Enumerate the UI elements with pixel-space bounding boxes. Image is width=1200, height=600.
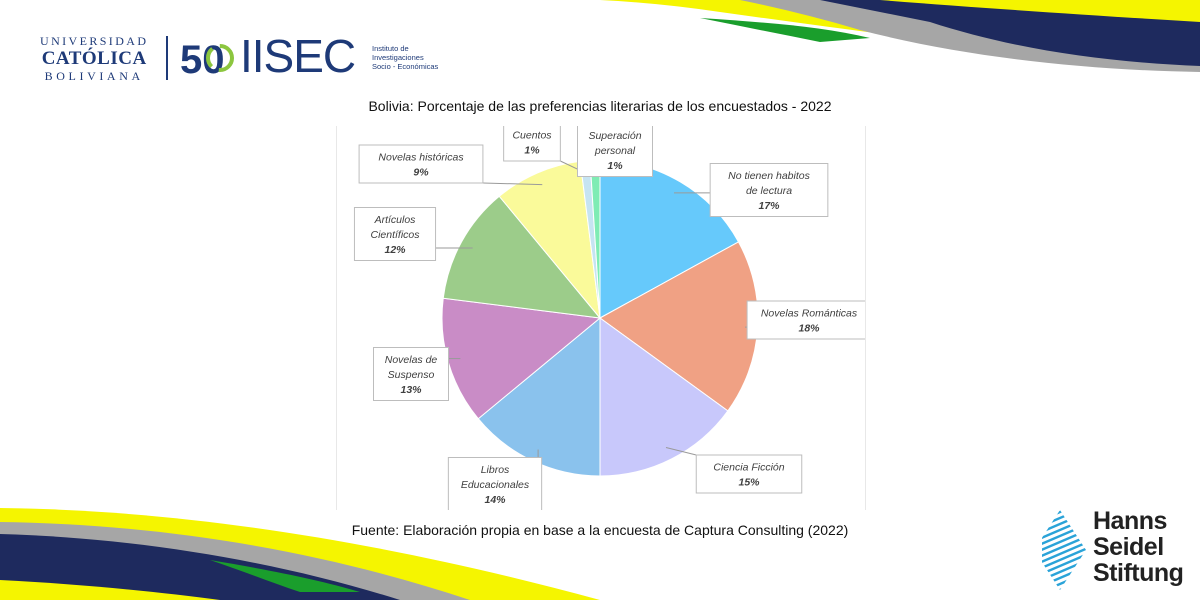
data-label: Superación personal 1%	[577, 126, 653, 177]
hss-logo-line3: Stiftung	[1093, 559, 1184, 587]
anniversary-ring-icon	[206, 44, 234, 72]
data-label-category: Ciencia Ficción	[713, 462, 784, 474]
logo-divider	[166, 36, 168, 80]
data-label-box	[709, 163, 829, 217]
institute-description-line3: Socio - Económicas	[372, 62, 439, 71]
data-label-value: 14%	[484, 494, 506, 506]
institute-description-line1: Instituto de	[372, 44, 409, 53]
chart-title: Bolivia: Porcentaje de las preferencias …	[368, 98, 832, 114]
anniversary-number: 50	[180, 38, 225, 80]
data-label-category: Superación	[588, 130, 641, 142]
data-label: Artículos Científicos 12%	[353, 207, 437, 261]
pie-slice	[599, 317, 729, 477]
leader-line	[482, 182, 543, 186]
data-label-box	[577, 126, 653, 177]
institute-description-line2: Investigaciones	[372, 53, 424, 62]
data-label-box	[353, 207, 437, 261]
data-label-box	[358, 144, 484, 184]
pie-chart: No tienen habitos de lectura 17% Novelas Ro…	[353, 126, 865, 510]
data-label: Cuentos 1%	[503, 126, 561, 162]
anniversary-50-logo: 50	[180, 38, 234, 80]
data-label: Libros Educacionales 14%	[447, 457, 543, 510]
data-label-value: 13%	[400, 384, 422, 396]
data-label-category: Educacionales	[461, 479, 530, 491]
data-label-box	[695, 454, 803, 494]
data-label-value: 12%	[384, 244, 406, 256]
data-label: Ciencia Ficción 15%	[695, 454, 803, 494]
hss-logo-text: Hanns Seidel Stiftung	[1093, 507, 1184, 587]
data-label-category: Cuentos	[512, 130, 552, 142]
data-label-category: personal	[594, 145, 636, 157]
data-label: Novelas Románticas 18%	[746, 300, 865, 340]
university-logo-line1: UNIVERSIDAD	[40, 34, 149, 48]
data-label-value: 15%	[738, 477, 760, 489]
data-label-value: 1%	[607, 160, 623, 172]
hss-logo-line1: Hanns	[1093, 507, 1167, 535]
hss-logo-line2: Seidel	[1093, 533, 1164, 561]
data-label-category: de lectura	[746, 185, 792, 197]
data-label-category: Novelas Románticas	[761, 308, 858, 320]
data-label: No tienen habitos de lectura 17%	[709, 163, 829, 217]
data-label-box	[503, 126, 561, 162]
chart-area: No tienen habitos de lectura 17% Novelas Ro…	[336, 126, 866, 510]
leader-line	[665, 447, 697, 456]
bottom-left-swoosh	[0, 508, 600, 600]
university-logo-line3: BOLIVIANA	[44, 69, 144, 83]
pie-slice	[442, 195, 602, 319]
institute-description: Instituto de Investigaciones Socio - Eco…	[372, 44, 438, 71]
data-label-box	[746, 300, 865, 340]
data-label-category: Novelas de	[385, 354, 438, 366]
data-label: Novelas históricas 9%	[358, 144, 484, 184]
top-right-swoosh	[600, 0, 1200, 72]
data-label-box	[373, 347, 449, 401]
source-note: Fuente: Elaboración propia en base a la …	[351, 522, 849, 538]
hss-logo-mark	[1042, 510, 1086, 590]
data-label-box	[447, 457, 543, 510]
data-label: Novelas de Suspenso 13%	[373, 347, 449, 401]
institute-name: IISEC	[240, 30, 356, 82]
data-label-category: No tienen habitos	[728, 170, 810, 182]
data-label-category: Novelas históricas	[378, 152, 464, 164]
data-label-category: Suspenso	[388, 369, 435, 381]
data-label-category: Artículos	[374, 214, 417, 226]
data-label-category: Libros	[481, 464, 510, 476]
university-logo: UNIVERSIDAD CATÓLICA BOLIVIANA	[40, 34, 148, 84]
hss-diamond-icon	[1042, 510, 1086, 590]
data-label-value: 9%	[413, 167, 429, 179]
data-label-value: 18%	[798, 323, 820, 335]
data-label-value: 17%	[758, 200, 780, 212]
data-label-category: Científicos	[370, 229, 420, 241]
data-label-value: 1%	[524, 145, 540, 157]
university-logo-line2: CATÓLICA	[41, 48, 147, 69]
